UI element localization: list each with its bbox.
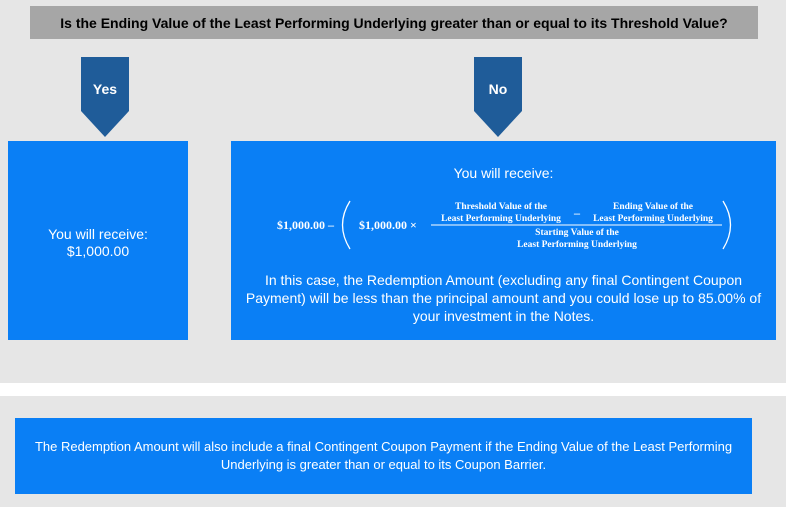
formula-left-paren xyxy=(341,200,351,250)
formula-right-paren xyxy=(722,200,732,250)
coupon-note-text: The Redemption Amount will also include … xyxy=(34,439,733,472)
formula-num-b-line2: Least Performing Underlying xyxy=(593,214,713,224)
question-bar: Is the Ending Value of the Least Perform… xyxy=(30,6,758,39)
question-text: Is the Ending Value of the Least Perform… xyxy=(60,14,728,31)
formula-num-a-line1: Threshold Value of the xyxy=(455,202,547,212)
formula-num-a-line2: Least Performing Underlying xyxy=(441,214,561,224)
coupon-note-box: The Redemption Amount will also include … xyxy=(15,418,752,494)
no-label: No xyxy=(488,81,508,97)
yes-outcome-box: You will receive: $1,000.00 xyxy=(8,141,188,340)
redemption-formula: $1,000.00 – $1,000.00 × Threshold Value … xyxy=(231,199,776,255)
formula-lead: $1,000.00 – xyxy=(277,218,335,232)
loss-explanation: In this case, the Redemption Amount (exc… xyxy=(245,272,762,324)
yes-receive-label: You will receive: xyxy=(48,226,148,242)
no-receive-label: You will receive: xyxy=(453,165,554,181)
formula-minus: – xyxy=(573,206,581,220)
yes-label: Yes xyxy=(92,81,118,97)
no-arrow: No xyxy=(474,57,522,137)
no-outcome-box: You will receive: $1,000.00 – $1,000.00 … xyxy=(231,141,776,340)
formula-num-b-line1: Ending Value of the xyxy=(613,202,693,212)
yes-arrow: Yes xyxy=(81,57,129,137)
formula-den-line2: Least Performing Underlying xyxy=(517,240,637,250)
formula-inner-lead: $1,000.00 × xyxy=(359,218,417,232)
yes-amount: $1,000.00 xyxy=(66,243,130,259)
formula-den-line1: Starting Value of the xyxy=(535,228,619,238)
